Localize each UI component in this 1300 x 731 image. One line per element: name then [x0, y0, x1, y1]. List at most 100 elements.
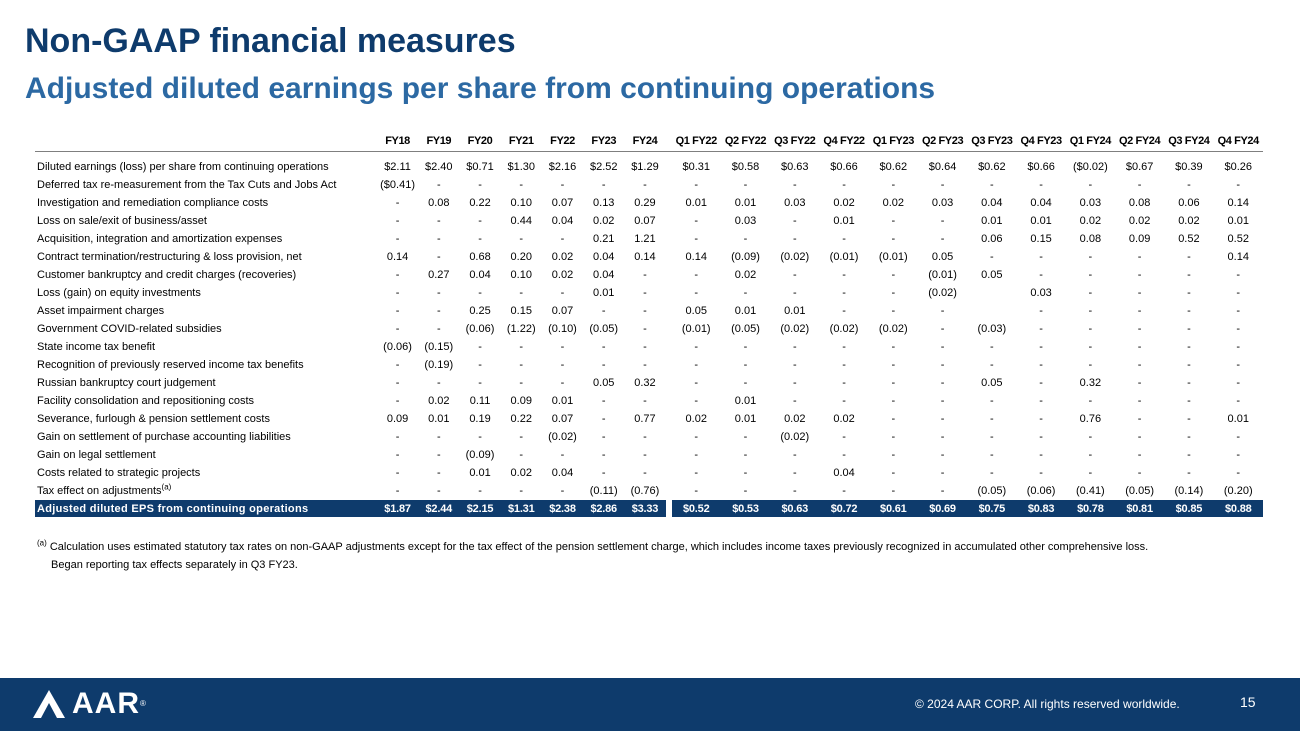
quarterly-value-cell: - [694, 341, 699, 353]
row-label: Facility consolidation and repositioning… [37, 395, 255, 407]
quarterly-value-cell: - [1088, 395, 1093, 407]
footnote-reference: (a) [161, 482, 172, 492]
quarterly-value-cell: - [1187, 467, 1191, 479]
quarterly-value-cell: - [1039, 251, 1043, 263]
table-row: Contract termination/restructuring & los… [35, 248, 1263, 266]
row-label-cell: Investigation and remediation compliance… [35, 194, 377, 212]
quarterly-value-cell: - [1137, 179, 1142, 191]
annual-value-cell: - [436, 251, 441, 263]
quarterly-value-cell: - [940, 431, 945, 443]
annual-value-cell: 0.27 [428, 269, 450, 281]
annual-value-cell: - [601, 305, 606, 317]
table-row: State income tax benefit (0.06) (0.15) - - - -… [35, 338, 1263, 356]
quarterly-value-cell: - [940, 341, 945, 353]
quarterly-value-cell: - [792, 449, 797, 461]
quarterly-value-cell: 0.52 [1178, 233, 1200, 245]
row-label-cell: Deferred tax re-measurement from the Tax… [35, 176, 377, 194]
annual-value-cell: - [395, 305, 400, 317]
quarterly-value-cell: 0.06 [981, 233, 1003, 245]
column-header-quarter: Q3 FY24 [1168, 135, 1210, 147]
row-label-cell: Diluted earnings (loss) per share from c… [35, 158, 377, 176]
annual-value-cell: - [519, 431, 524, 443]
quarterly-value-cell: $0.83 [1016, 500, 1066, 517]
quarterly-value-cell: - [1039, 449, 1043, 461]
row-label: Investigation and remediation compliance… [37, 197, 269, 209]
quarterly-value-cell: - [891, 413, 896, 425]
annual-value-cell: 0.07 [634, 215, 656, 227]
column-header-annual: FY19 [426, 135, 452, 147]
quarterly-value-cell: $0.66 [1027, 161, 1055, 173]
annual-value-cell: - [436, 467, 441, 479]
column-header-quarter: Q2 FY23 [921, 135, 964, 147]
annual-value-cell: - [601, 431, 606, 443]
quarterly-value-cell: - [792, 215, 797, 227]
annual-value-cell: - [560, 287, 565, 299]
quarterly-value-cell: 0.04 [833, 467, 855, 479]
annual-value-cell: 0.02 [551, 251, 574, 263]
table-row: Tax effect on adjustments(a) - - - - - (0.11) (… [35, 482, 1263, 500]
quarterly-value-cell: (0.01) [829, 251, 859, 263]
quarterly-value-cell: - [1137, 395, 1142, 407]
annual-value-cell: $2.38 [541, 500, 584, 517]
quarterly-value-cell: - [792, 179, 797, 191]
quarterly-value-cell: 0.04 [981, 197, 1003, 209]
quarterly-value-cell: (0.03) [977, 323, 1007, 335]
annual-value-cell: $1.29 [631, 161, 659, 173]
quarterly-value-cell: - [743, 287, 748, 299]
quarterly-value-cell: - [1137, 467, 1142, 479]
quarterly-value-cell [967, 284, 1016, 302]
quarterly-value-cell: - [891, 305, 896, 317]
annual-value-cell: - [395, 395, 400, 407]
row-label-cell: Severance, furlough & pension settlement… [35, 410, 377, 428]
row-label-cell: Russian bankruptcy court judgement [35, 374, 377, 392]
quarterly-value-cell: - [990, 179, 994, 191]
table-header-row: FY18 FY19 FY20 FY21 FY22 FY23 FY24 Q1 FY22 Q2 FY… [35, 131, 1263, 152]
quarterly-value-cell: 0.02 [784, 413, 806, 425]
quarterly-value-cell: 0.52 [1227, 233, 1249, 245]
annual-value-cell: 0.01 [551, 395, 574, 407]
row-label-cell: Customer bankruptcy and credit charges (… [35, 266, 377, 284]
annual-value-cell: - [643, 431, 647, 443]
quarterly-value-cell: 0.02 [833, 197, 855, 209]
quarterly-value-cell: - [1137, 341, 1142, 353]
annual-value-cell: - [478, 431, 482, 443]
annual-value-cell: 0.14 [634, 251, 656, 263]
annual-value-cell: $2.40 [425, 161, 453, 173]
quarterly-value-cell: 0.03 [734, 215, 757, 227]
annual-value-cell: 0.09 [510, 395, 532, 407]
annual-value-cell: - [395, 467, 400, 479]
table-row: Loss on sale/exit of business/asset - - - 0.… [35, 212, 1263, 230]
table-row: Loss (gain) on equity investments - - - - - 0.… [35, 284, 1263, 302]
quarterly-value-cell: - [891, 377, 896, 389]
quarterly-value-cell: - [743, 485, 748, 497]
quarterly-value-cell: - [792, 395, 797, 407]
quarterly-value-cell: - [1088, 287, 1093, 299]
quarterly-value-cell: - [1088, 179, 1093, 191]
quarterly-value-cell: - [694, 215, 699, 227]
quarterly-value-cell: 0.01 [734, 305, 757, 317]
annual-value-cell: - [436, 305, 441, 317]
annual-value-cell: - [601, 359, 606, 371]
annual-value-cell: - [601, 341, 606, 353]
column-header-quarter: Q1 FY23 [872, 135, 915, 147]
row-label-cell: Gain on settlement of purchase accountin… [35, 428, 377, 446]
quarterly-value-cell: 0.01 [1030, 215, 1052, 227]
annual-value-cell: 0.01 [428, 413, 450, 425]
quarterly-value-cell: - [1187, 359, 1191, 371]
annual-value-cell: - [436, 233, 441, 245]
quarterly-value-cell: $0.85 [1164, 500, 1214, 517]
quarterly-value-cell: 0.03 [1030, 287, 1052, 299]
quarterly-value-cell: - [694, 269, 699, 281]
header-label-cell [35, 131, 377, 152]
annual-value-cell: - [519, 233, 524, 245]
quarterly-value-cell: $0.66 [830, 161, 858, 173]
quarterly-value-cell: $0.63 [781, 161, 809, 173]
row-label: Gain on settlement of purchase accountin… [37, 431, 291, 443]
annual-value-cell: - [519, 179, 524, 191]
annual-value-cell: - [643, 395, 647, 407]
quarterly-value-cell: - [1039, 467, 1043, 479]
quarterly-value-cell: - [990, 431, 994, 443]
annual-value-cell: 0.19 [469, 413, 491, 425]
quarterly-value-cell: - [1236, 269, 1241, 281]
quarterly-value-cell [967, 302, 1016, 320]
